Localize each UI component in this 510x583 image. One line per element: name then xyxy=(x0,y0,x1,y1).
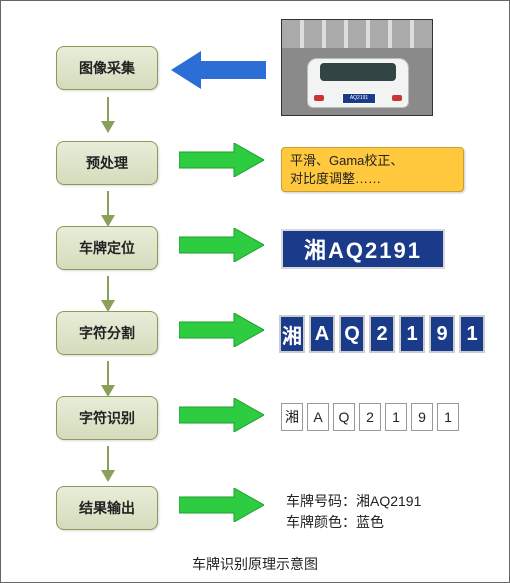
preprocess-description: 平滑、Gama校正、 对比度调整…… xyxy=(281,147,464,192)
car-window xyxy=(320,63,396,81)
seg-char-5: 9 xyxy=(429,315,455,353)
seg-char-1: A xyxy=(309,315,335,353)
ocr-char-2: Q xyxy=(333,403,355,431)
ocr-char-1: A xyxy=(307,403,329,431)
located-plate: 湘AQ2191 xyxy=(281,229,445,269)
seg-char-3: 2 xyxy=(369,315,395,353)
tail-light-left xyxy=(314,95,324,101)
green-arrow-2 xyxy=(179,228,264,262)
step-box-1: 预处理 xyxy=(56,141,158,185)
green-arrow-5 xyxy=(179,488,264,522)
seg-char-2: Q xyxy=(339,315,365,353)
down-arrow-4 xyxy=(101,446,115,482)
step-box-2: 车牌定位 xyxy=(56,226,158,270)
tail-light-right xyxy=(392,95,402,101)
seg-char-4: 1 xyxy=(399,315,425,353)
ocr-char-6: 1 xyxy=(437,403,459,431)
blue-arrow-left xyxy=(171,51,271,89)
result-line2: 车牌颜色：蓝色 xyxy=(286,512,421,533)
down-arrow-2 xyxy=(101,276,115,312)
down-arrow-1 xyxy=(101,191,115,227)
result-output: 车牌号码：湘AQ2191 车牌颜色：蓝色 xyxy=(286,491,421,533)
down-arrow-0 xyxy=(101,97,115,133)
recognized-chars: 湘AQ2191 xyxy=(281,403,459,431)
ocr-char-5: 9 xyxy=(411,403,433,431)
located-plate-text: 湘AQ2191 xyxy=(304,233,422,265)
car-body: AQ2191 xyxy=(307,58,409,108)
down-arrow-3 xyxy=(101,361,115,397)
seg-char-6: 1 xyxy=(459,315,485,353)
crosswalk xyxy=(282,20,432,48)
input-car-image: AQ2191 xyxy=(281,19,433,116)
diagram-container: AQ2191 平滑、Gama校正、 对比度调整…… 湘AQ2191 湘AQ219… xyxy=(0,0,510,583)
green-arrow-1 xyxy=(179,143,264,177)
green-arrow-3 xyxy=(179,313,264,347)
step-box-0: 图像采集 xyxy=(56,46,158,90)
step-box-3: 字符分割 xyxy=(56,311,158,355)
preprocess-text: 平滑、Gama校正、 对比度调整…… xyxy=(290,153,403,186)
car-mini-plate: AQ2191 xyxy=(342,93,376,104)
ocr-char-3: 2 xyxy=(359,403,381,431)
segmented-plate-chars: 湘AQ2191 xyxy=(279,315,485,353)
step-box-4: 字符识别 xyxy=(56,396,158,440)
diagram-caption: 车牌识别原理示意图 xyxy=(1,554,509,574)
seg-char-0: 湘 xyxy=(279,315,305,353)
ocr-char-0: 湘 xyxy=(281,403,303,431)
green-arrow-4 xyxy=(179,398,264,432)
step-box-5: 结果输出 xyxy=(56,486,158,530)
result-line1: 车牌号码：湘AQ2191 xyxy=(286,491,421,512)
ocr-char-4: 1 xyxy=(385,403,407,431)
